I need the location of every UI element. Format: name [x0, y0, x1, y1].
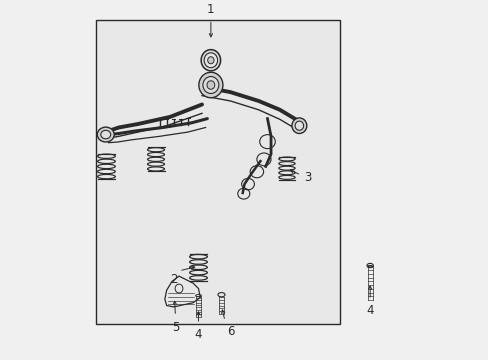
Ellipse shape [203, 77, 219, 94]
Ellipse shape [199, 72, 223, 98]
Text: 6: 6 [226, 325, 234, 338]
Text: 4: 4 [366, 305, 373, 318]
Text: 5: 5 [171, 321, 179, 334]
Ellipse shape [207, 57, 214, 64]
Text: 1: 1 [207, 3, 214, 16]
Ellipse shape [291, 118, 306, 134]
Ellipse shape [97, 127, 114, 142]
Ellipse shape [206, 81, 214, 89]
Bar [96, 19, 339, 324]
Ellipse shape [203, 53, 217, 68]
Ellipse shape [101, 130, 110, 139]
Text: 4: 4 [194, 328, 202, 341]
Ellipse shape [201, 50, 220, 71]
Text: 3: 3 [304, 171, 311, 184]
Text: 2: 2 [170, 273, 177, 286]
Ellipse shape [295, 121, 303, 130]
